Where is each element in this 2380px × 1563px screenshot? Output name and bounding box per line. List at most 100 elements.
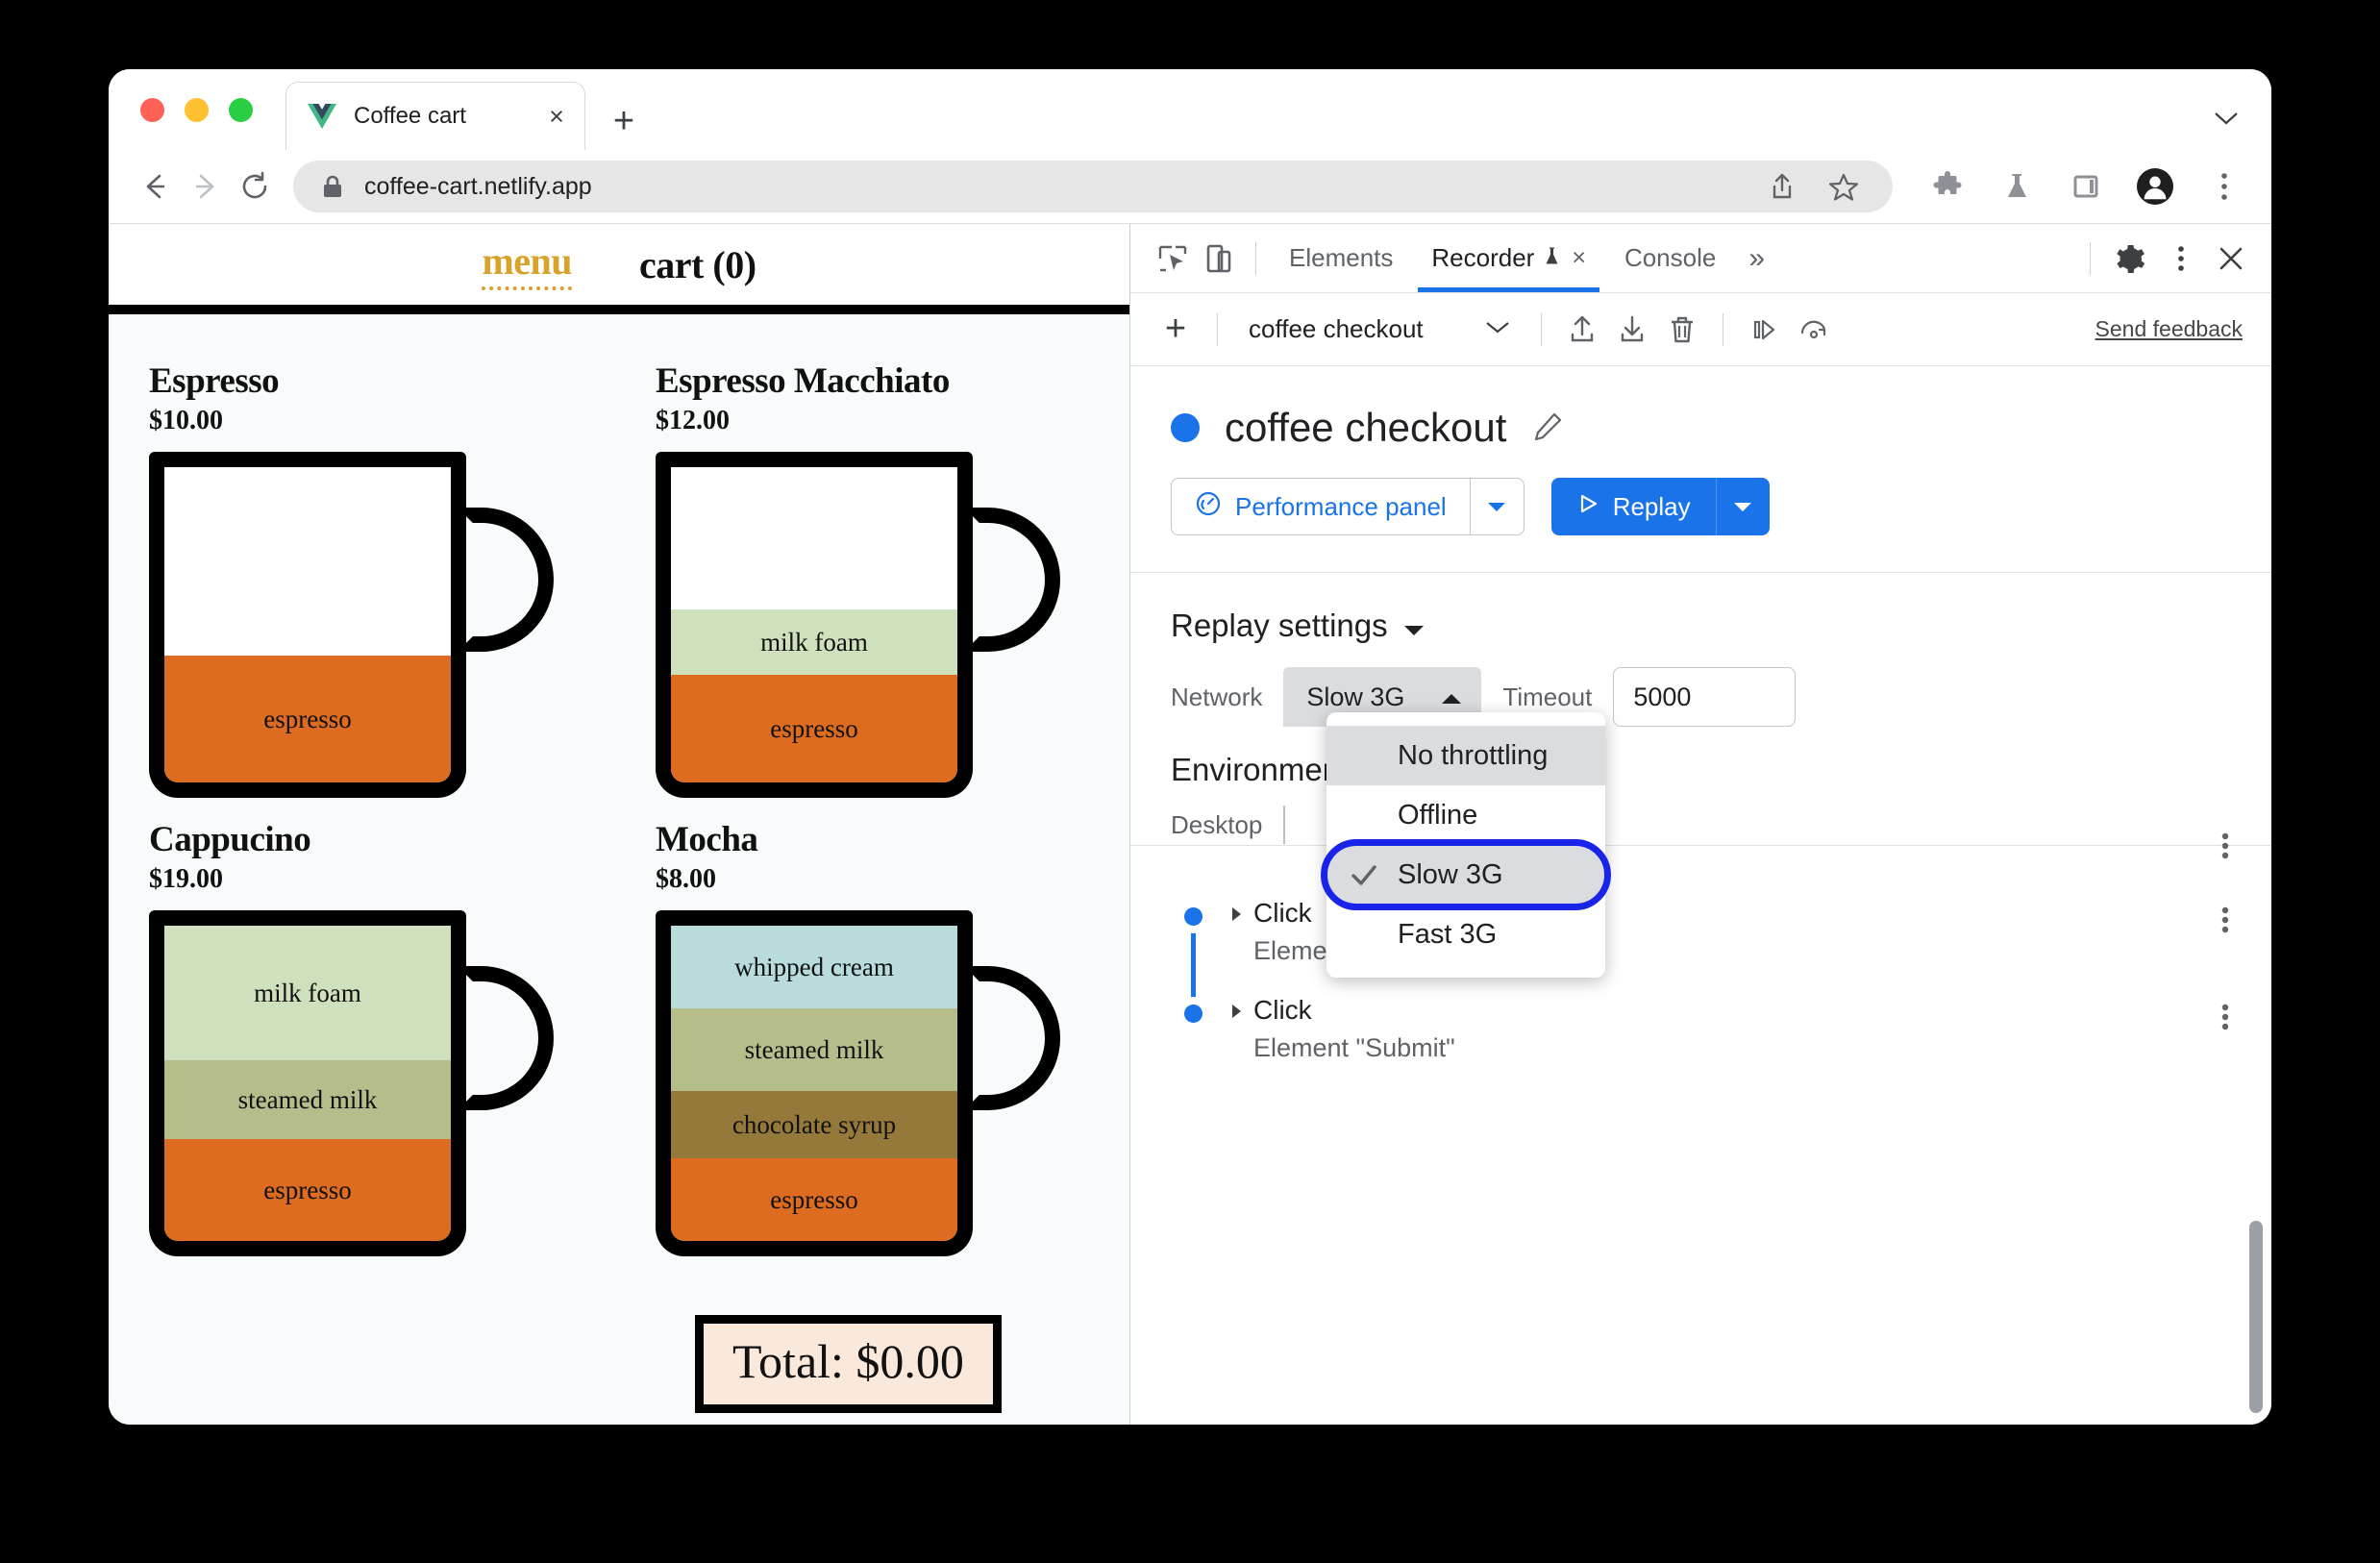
step-row[interactable]: Click Element "Submit" [1171, 995, 2246, 1063]
close-devtools-icon[interactable] [2208, 236, 2254, 282]
performance-panel-caret[interactable] [1470, 478, 1525, 535]
extensions-puzzle-icon[interactable] [1929, 168, 1966, 205]
step-menu-icon[interactable] [2204, 898, 2246, 936]
replay-settings-heading[interactable]: Replay settings [1130, 573, 2271, 644]
environment-segment-desktop[interactable]: Desktop [1171, 806, 1286, 844]
device-toolbar-icon[interactable] [1196, 236, 1242, 282]
coffee-cup-illustration[interactable]: milk foam steamed milk espresso [149, 910, 554, 1256]
product-card[interactable]: Espresso $10.00 espresso [149, 360, 583, 798]
tab-console-label: Console [1624, 243, 1717, 272]
profile-avatar-icon[interactable] [2137, 168, 2173, 205]
chrome-menu-icon[interactable] [2206, 168, 2243, 205]
caret-down-icon [1403, 608, 1425, 644]
product-card[interactable]: Mocha $8.00 whipped cream steamed milk choco… [656, 819, 1089, 1256]
step-over-icon[interactable] [1741, 307, 1787, 353]
cup-layer: espresso [671, 1158, 957, 1241]
devtools-panel: Elements Recorder × Console » [1129, 224, 2271, 1425]
star-icon[interactable] [1825, 168, 1862, 205]
address-bar[interactable]: coffee-cart.netlify.app [293, 161, 1893, 212]
cup-layer-label: chocolate syrup [731, 1109, 897, 1139]
cup-handle [458, 966, 554, 1110]
total-badge: Total: $0.00 [695, 1315, 1002, 1413]
cup-layer: chocolate syrup [671, 1091, 957, 1158]
timeout-input[interactable]: 5000 [1613, 667, 1797, 727]
new-tab-button[interactable]: + [612, 100, 635, 141]
network-option[interactable]: Offline [1326, 785, 1605, 845]
network-option[interactable]: Slow 3G [1321, 839, 1611, 910]
product-card[interactable]: Espresso Macchiato $12.00 milk foam espress… [656, 360, 1089, 798]
close-window-button[interactable] [140, 98, 164, 122]
performance-panel-label: Performance panel [1235, 491, 1447, 521]
recording-selector-label: coffee checkout [1249, 314, 1424, 343]
expand-step-icon[interactable] [1228, 995, 1253, 1025]
tab-elements[interactable]: Elements [1270, 224, 1412, 292]
cup-layer: espresso [164, 1139, 451, 1241]
site-nav: menu cart (0) [109, 224, 1129, 305]
performance-panel-split-button: Performance panel [1171, 478, 1525, 535]
lock-icon [322, 175, 343, 198]
product-price: $10.00 [149, 406, 223, 435]
steps-scrollbar-thumb[interactable] [2249, 1221, 2263, 1413]
add-recording-button[interactable]: + [1164, 309, 1187, 349]
performance-panel-button[interactable]: Performance panel [1171, 478, 1471, 535]
nav-cart-link[interactable]: cart (0) [639, 242, 756, 286]
step-menu-icon[interactable] [2204, 995, 2246, 1033]
step-texts: Click Element "Submit" [1253, 995, 2204, 1063]
coffee-cup-illustration[interactable]: espresso [149, 452, 554, 798]
tab-close-icon[interactable]: × [549, 101, 564, 131]
network-option[interactable]: No throttling [1326, 726, 1605, 785]
pencil-icon[interactable] [1531, 410, 1566, 445]
flask-icon[interactable] [1998, 168, 2035, 205]
replay-caret[interactable] [1715, 478, 1770, 535]
minimize-window-button[interactable] [185, 98, 209, 122]
cup-layer-label: steamed milk [744, 1034, 884, 1064]
recording-selector[interactable]: coffee checkout [1235, 305, 1524, 355]
steps-divider [1130, 845, 2271, 846]
replay-button[interactable]: Replay [1550, 478, 1716, 535]
tab-console[interactable]: Console [1605, 224, 1735, 292]
product-name: Cappucino [149, 820, 311, 859]
replay-label: Replay [1612, 491, 1691, 521]
tab-strip: Coffee cart × + [109, 69, 2271, 150]
step-type: Click [1253, 898, 1312, 928]
devtools-menu-icon[interactable] [2158, 236, 2204, 282]
tab-elements-label: Elements [1289, 243, 1394, 272]
tab-recorder-close-icon[interactable]: × [1572, 244, 1586, 271]
browser-action-icons [1929, 168, 2243, 205]
chevron-down-icon[interactable] [2214, 112, 2239, 125]
side-panel-icon[interactable] [2068, 168, 2104, 205]
devtools-right-actions [2076, 236, 2254, 282]
step-menu-icon[interactable] [2204, 824, 2246, 862]
browser-tab[interactable]: Coffee cart × [285, 82, 585, 150]
maximize-window-button[interactable] [229, 98, 253, 122]
cup-layer: whipped cream [671, 926, 957, 1008]
reload-icon[interactable] [230, 161, 280, 211]
cup-layer: steamed milk [671, 1008, 957, 1091]
delete-icon[interactable] [1659, 307, 1705, 353]
timeout-label: Timeout [1502, 682, 1593, 711]
expand-step-icon[interactable] [1228, 898, 1253, 928]
cup-layer-label: espresso [263, 704, 352, 733]
coffee-cup-illustration[interactable]: whipped cream steamed milk chocolate syrup… [656, 910, 1060, 1256]
cup-body: espresso [149, 452, 466, 798]
product-card[interactable]: Cappucino $19.00 milk foam steamed milk espr… [149, 819, 583, 1256]
tab-recorder[interactable]: Recorder × [1412, 224, 1605, 292]
cup-layer: espresso [671, 675, 957, 782]
inspect-element-icon[interactable] [1150, 236, 1196, 282]
import-icon[interactable] [1609, 307, 1655, 353]
network-option[interactable]: Fast 3G [1326, 905, 1605, 964]
more-tabs-icon[interactable]: » [1748, 241, 1766, 274]
send-feedback-link[interactable]: Send feedback [2095, 316, 2243, 341]
replay-speed-icon[interactable] [1791, 307, 1837, 353]
toolbar-divider [1255, 241, 1256, 275]
window-traffic-lights [140, 98, 253, 122]
cup-body: milk foam steamed milk espresso [149, 910, 466, 1256]
settings-gear-icon[interactable] [2108, 236, 2154, 282]
share-icon[interactable] [1764, 168, 1800, 205]
back-arrow-icon[interactable] [130, 161, 180, 211]
coffee-cup-illustration[interactable]: milk foam espresso [656, 452, 1060, 798]
export-icon[interactable] [1559, 307, 1605, 353]
nav-menu-link[interactable]: menu [482, 238, 573, 290]
step-connector-line [1191, 917, 1196, 1021]
recording-actions: Performance panel Replay [1130, 451, 2271, 535]
